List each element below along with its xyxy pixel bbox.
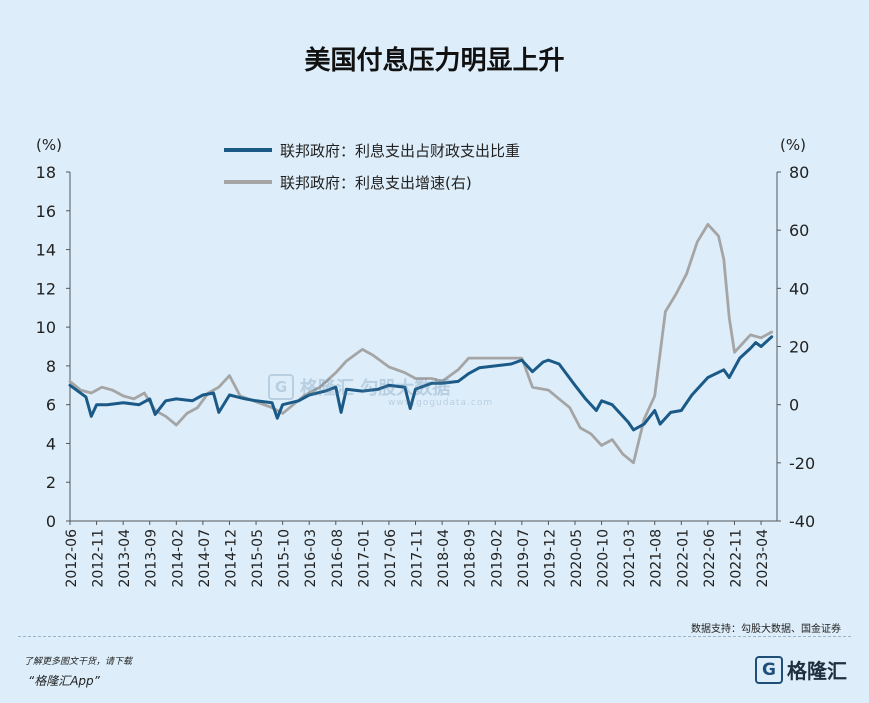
x-axis-tick-label: 2017-01 — [356, 529, 372, 588]
left-axis-tick-label: 16 — [36, 202, 56, 221]
watermark: G 格隆汇 勾股大数据 www.gogudata.com — [268, 374, 492, 408]
left-axis-tick-label: 14 — [36, 241, 56, 260]
x-axis-tick-label: 2012-06 — [64, 529, 80, 588]
x-axis-tick-label: 2020-05 — [569, 529, 585, 588]
right-axis-tick-label: 20 — [789, 338, 809, 357]
watermark-url: www.gogudata.com — [388, 398, 494, 408]
promo-line-1: 了解更多图文干货，请下载 — [24, 657, 133, 667]
x-axis-tick-label: 2013-09 — [144, 529, 160, 588]
x-axis-tick-label: 2022-06 — [702, 529, 718, 588]
right-axis-tick-label: 40 — [789, 279, 809, 298]
right-axis-tick-label: 80 — [789, 163, 809, 182]
chart-title: 美国付息压力明显上升 — [304, 46, 565, 76]
brand-logo-icon: G — [755, 655, 783, 684]
x-axis-tick-label: 2019-07 — [516, 529, 532, 588]
x-axis-tick-label: 2015-10 — [277, 529, 293, 588]
left-axis-tick-label: 18 — [36, 163, 56, 182]
left-axis-tick-label: 12 — [36, 279, 56, 298]
legend-label-2: 联邦政府：利息支出增速(右) — [280, 174, 472, 192]
left-axis-tick-label: 6 — [46, 396, 56, 415]
line-chart: 0 2 4 6 8 10 12 14 16 18 (%) -40 -20 0 20 40 60 80 (%) 2012… — [36, 136, 816, 588]
left-axis-tick-label: 4 — [46, 434, 56, 453]
x-axis-tick-label: 2015-05 — [250, 529, 266, 588]
x-axis-tick-label: 2017-06 — [383, 529, 399, 588]
x-axis-tick-label: 2012-11 — [91, 529, 107, 588]
x-axis-tick-label: 2014-07 — [197, 529, 213, 588]
x-axis-tick-label: 2018-09 — [463, 529, 479, 588]
watermark-logo-icon: G — [268, 374, 294, 400]
legend-label-1: 联邦政府：利息支出占财政支出比重 — [280, 142, 520, 160]
x-axis-tick-label: 2016-03 — [303, 529, 319, 588]
x-axis-tick-label: 2021-03 — [622, 529, 638, 588]
x-axis-tick-label: 2016-08 — [330, 529, 346, 588]
footer-divider — [18, 636, 851, 637]
x-axis-tick-label: 2021-08 — [649, 529, 665, 588]
promo-line-2: “格隆汇App” — [28, 674, 100, 688]
right-axis-tick-label: -40 — [789, 512, 815, 531]
watermark-text: 格隆汇 勾股大数据 — [300, 378, 451, 399]
x-axis-tick-label: 2018-04 — [436, 529, 452, 588]
x-axis-tick-label: 2020-10 — [596, 529, 612, 588]
x-axis-tick-label: 2014-12 — [223, 529, 239, 588]
series-line-1 — [68, 335, 774, 432]
x-axis-tick-label: 2014-02 — [170, 529, 186, 588]
left-axis-tick-label: 10 — [36, 318, 56, 337]
left-axis-unit: (%) — [36, 136, 62, 154]
right-axis-tick-label: 0 — [789, 396, 799, 415]
brand-logo: G 格隆汇 — [755, 655, 847, 684]
right-axis-tick-label: 60 — [789, 221, 809, 240]
series-line-2 — [68, 222, 774, 465]
left-axis-tick-label: 2 — [46, 473, 56, 492]
x-axis-tick-label: 2019-12 — [542, 529, 558, 588]
source-note: 数据支持：勾股大数据、国金证券 — [691, 624, 841, 635]
right-axis-tick-label: -20 — [789, 454, 815, 473]
x-axis-tick-label: 2019-02 — [489, 529, 505, 588]
right-axis-unit: (%) — [780, 136, 806, 154]
x-axis-tick-label: 2023-04 — [755, 529, 771, 588]
x-axis-tick-label: 2022-01 — [675, 529, 691, 588]
brand-name: 格隆汇 — [787, 659, 847, 683]
x-axis-tick-label: 2017-11 — [410, 529, 426, 588]
x-axis-tick-label: 2022-11 — [728, 529, 744, 588]
left-axis-tick-label: 0 — [46, 512, 56, 531]
x-axis-tick-label: 2013-04 — [117, 529, 133, 588]
left-axis-tick-label: 8 — [46, 357, 56, 376]
